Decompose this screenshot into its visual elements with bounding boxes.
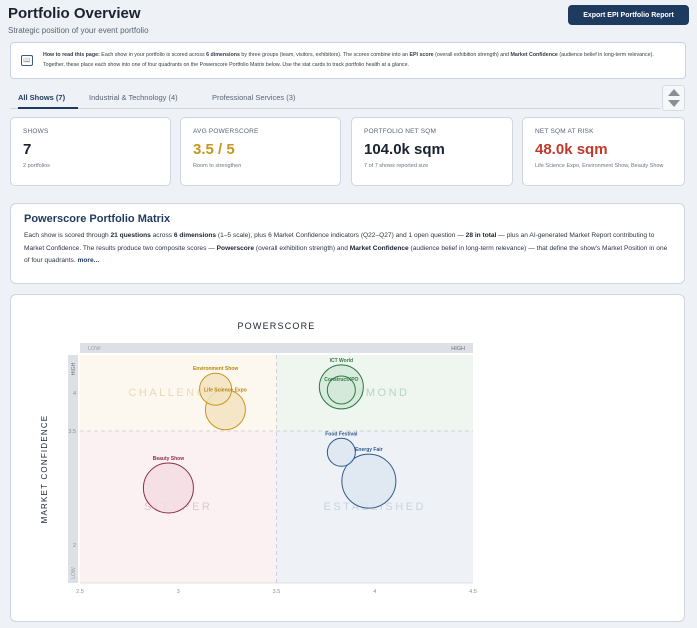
md-b3: 28 in total: [465, 232, 497, 239]
stat-value: 104.0k sqm: [364, 141, 445, 158]
side-band: [68, 355, 78, 583]
bubble-constructxpo: [326, 375, 356, 405]
stat-card-net-sqm: Portfolio Net SQM 104.0k sqm 7 of 7 show…: [351, 117, 513, 186]
tab-scroll-control[interactable]: [662, 85, 685, 111]
tab-industrial-technology[interactable]: Industrial & Technology (4): [89, 93, 178, 102]
md-p6: (audience belief in long-term relevance)…: [24, 244, 668, 265]
stat-note: 7 of 7 shows reported size: [364, 163, 429, 169]
stat-card-avg-powerscore: Avg Powerscore 3.5 / 5 Room to strengthe…: [180, 117, 341, 186]
active-tab-indicator: [18, 107, 78, 109]
tab-professional-services[interactable]: Professional Services (3): [212, 93, 296, 102]
portfolio-tabs: All Shows (7) Industrial & Technology (4…: [10, 83, 660, 109]
bubble-beauty-show: [142, 462, 194, 514]
stat-value: 3.5 / 5: [193, 141, 235, 158]
portfolio-matrix-chart-card: POWERSCORE MARKET CONFIDENCE LOW HIGH HIGH LO…: [10, 294, 685, 622]
md-p4: — plus an AI-generated Market Report con…: [24, 232, 655, 252]
chart-title: POWERSCORE: [237, 321, 315, 331]
how-to-read-info-box: 📖 How to read this page: Each show in yo…: [10, 42, 686, 79]
info-b3: Market Confidence: [510, 52, 558, 58]
bubble-label: Environment Show: [193, 366, 238, 372]
stat-label: Avg Powerscore: [193, 128, 259, 135]
bubble-food-festival: [326, 437, 356, 467]
md-p2: across: [150, 232, 174, 239]
bubble-label: Food Festival: [325, 431, 358, 437]
stat-label: Portfolio Net SQM: [364, 128, 437, 135]
stat-value: 48.0k sqm: [535, 141, 608, 158]
top-band-high: HIGH: [451, 346, 465, 352]
info-text: How to read this page: Each show in your…: [43, 50, 673, 70]
info-t2: by three groups (team, visitors, exhibit…: [239, 52, 410, 58]
tab-all-shows[interactable]: All Shows (7): [18, 93, 66, 102]
x-tick-label: 3: [177, 589, 180, 595]
info-b2: EPI score: [409, 52, 434, 58]
md-p3: (1–5 scale), plus 6 Market Confidence in…: [216, 232, 466, 239]
md-b2: 6 dimensions: [173, 232, 217, 239]
quadrant-diamond: [276, 355, 473, 431]
page-header: Portfolio Overview Strategic position of…: [8, 5, 689, 39]
matrix-description: Each show is scored through 21 questions…: [24, 230, 671, 268]
stat-note: 2 portfolios: [23, 163, 50, 169]
book-icon: 📖: [21, 55, 33, 66]
x-tick-label: 3.5: [273, 589, 281, 595]
page-title: Portfolio Overview: [8, 5, 141, 22]
x-tick-label: 4: [373, 589, 376, 595]
side-band-high: HIGH: [71, 362, 77, 375]
scroll-up-icon[interactable]: [668, 89, 680, 96]
info-t1: Each show in your portfolio is scored ac…: [99, 52, 207, 58]
stat-value: 7: [23, 141, 32, 158]
y-tick-label: 3.5: [68, 429, 76, 435]
info-t3: (overall exhibition strength) and: [433, 52, 511, 58]
bubble-label: Beauty Show: [153, 456, 185, 462]
stat-card-sqm-at-risk: Net SQM at Risk 48.0k sqm Life Science E…: [522, 117, 685, 186]
info-b1: 6 dimensions: [206, 52, 240, 58]
scroll-down-icon[interactable]: [668, 100, 680, 107]
bubble-label: ICT World: [330, 358, 354, 364]
stat-card-shows: Shows 7 2 portfolios: [10, 117, 171, 186]
page-subtitle: Strategic position of your event portfol…: [8, 26, 149, 35]
top-band: [80, 343, 473, 353]
md-b5: Market Confidence: [349, 244, 409, 252]
info-lead: How to read this page:: [43, 52, 100, 58]
bubble-label: ConstructXPO: [324, 377, 358, 383]
stat-label: Shows: [23, 128, 49, 135]
bubble-energy-fair: [341, 453, 397, 509]
info-t4: (audience belief in long-term relevance)…: [43, 52, 654, 68]
stat-label: Net SQM at Risk: [535, 128, 594, 135]
md-p5: (overall exhibition strength) and: [254, 244, 350, 252]
stat-note: Room to strengthen: [193, 163, 242, 169]
export-report-button[interactable]: Export EPI Portfolio Report: [568, 5, 689, 25]
portfolio-matrix-chart: POWERSCORE MARKET CONFIDENCE LOW HIGH HIGH LO…: [40, 321, 477, 595]
y-axis-label: MARKET CONFIDENCE: [40, 415, 49, 524]
y-tick-label: 4: [73, 391, 76, 397]
x-tick-label: 4.5: [469, 589, 477, 595]
bubble-label: Energy Fair: [355, 447, 383, 453]
x-tick-label: 2.5: [76, 589, 84, 595]
bubble-label: Life Science Expo: [204, 388, 247, 394]
top-band-low: LOW: [88, 346, 101, 352]
more-link[interactable]: more...: [77, 257, 100, 264]
side-band-low: LOW: [71, 567, 77, 579]
matrix-title: Powerscore Portfolio Matrix: [24, 213, 171, 225]
matrix-description-card: Powerscore Portfolio Matrix Each show is…: [10, 203, 685, 284]
md-p1: Each show is scored through: [24, 232, 111, 239]
y-tick-label: 2: [73, 543, 76, 549]
md-b4: Powerscore: [216, 244, 255, 252]
bubble-environment-show: [199, 372, 233, 406]
stat-note: Life Science Expo, Environment Show, Bea…: [535, 163, 664, 169]
md-b1: 21 questions: [110, 232, 151, 239]
